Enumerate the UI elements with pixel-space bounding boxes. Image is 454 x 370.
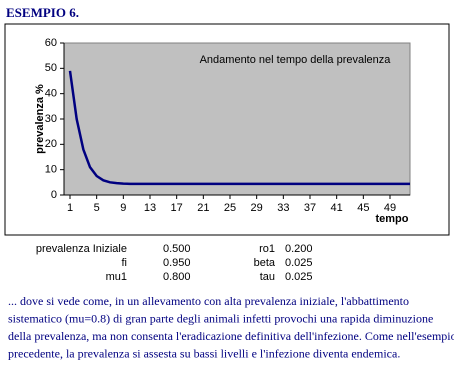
y-tick-label: 40 bbox=[45, 88, 57, 100]
x-tick-label: 29 bbox=[251, 202, 263, 214]
x-axis-title: tempo bbox=[376, 213, 409, 225]
chart-title: Andamento nel tempo della prevalenza bbox=[200, 54, 392, 66]
x-tick-label: 25 bbox=[224, 202, 236, 214]
parameter-cell: fi bbox=[122, 257, 128, 269]
y-tick-label: 50 bbox=[45, 62, 57, 74]
x-tick-label: 41 bbox=[331, 202, 343, 214]
parameter-cell: 0.500 bbox=[163, 243, 191, 255]
parameter-cell: 0.950 bbox=[163, 257, 191, 269]
parameter-cell: prevalenza Iniziale bbox=[36, 243, 127, 255]
parameter-cell: tau bbox=[260, 271, 275, 283]
parameter-cell: ro1 bbox=[259, 243, 275, 255]
paragraph-line: sistematico (mu=0.8) di gran parte degli… bbox=[8, 311, 433, 325]
y-tick-label: 30 bbox=[45, 113, 57, 125]
paragraph-line: della prevalenza, ma non consenta l'erad… bbox=[8, 329, 454, 343]
y-axis-title: prevalenza % bbox=[34, 84, 46, 154]
parameter-cell: beta bbox=[254, 257, 276, 269]
data-line bbox=[68, 70, 410, 186]
x-tick-label: 21 bbox=[197, 202, 209, 214]
chart-title-box bbox=[185, 50, 405, 69]
paragraph-line: ... dove si vede come, in un allevamento… bbox=[8, 294, 409, 308]
y-tick-label: 10 bbox=[45, 164, 57, 176]
heading: ESEMPIO 6. bbox=[6, 5, 79, 20]
x-tick-label: 9 bbox=[120, 202, 126, 214]
y-tick-label: 20 bbox=[45, 138, 57, 150]
parameter-cell: 0.200 bbox=[285, 243, 313, 255]
x-tick-label: 17 bbox=[171, 202, 183, 214]
x-tick-label: 13 bbox=[144, 202, 156, 214]
parameter-cell: mu1 bbox=[106, 271, 127, 283]
x-tick-label: 1 bbox=[67, 202, 73, 214]
x-tick-label: 49 bbox=[384, 202, 396, 214]
x-tick-label: 37 bbox=[304, 202, 316, 214]
parameter-cell: 0.025 bbox=[285, 257, 313, 269]
parameter-cell: 0.800 bbox=[163, 271, 191, 283]
y-tick-label: 0 bbox=[51, 189, 57, 201]
parameter-cell: 0.025 bbox=[285, 271, 313, 283]
x-tick-label: 45 bbox=[357, 202, 369, 214]
x-tick-label: 33 bbox=[277, 202, 289, 214]
y-tick-label: 60 bbox=[45, 37, 57, 49]
paragraph-line: precedente, la prevalenza si assesta su … bbox=[8, 346, 400, 360]
x-tick-label: 5 bbox=[94, 202, 100, 214]
